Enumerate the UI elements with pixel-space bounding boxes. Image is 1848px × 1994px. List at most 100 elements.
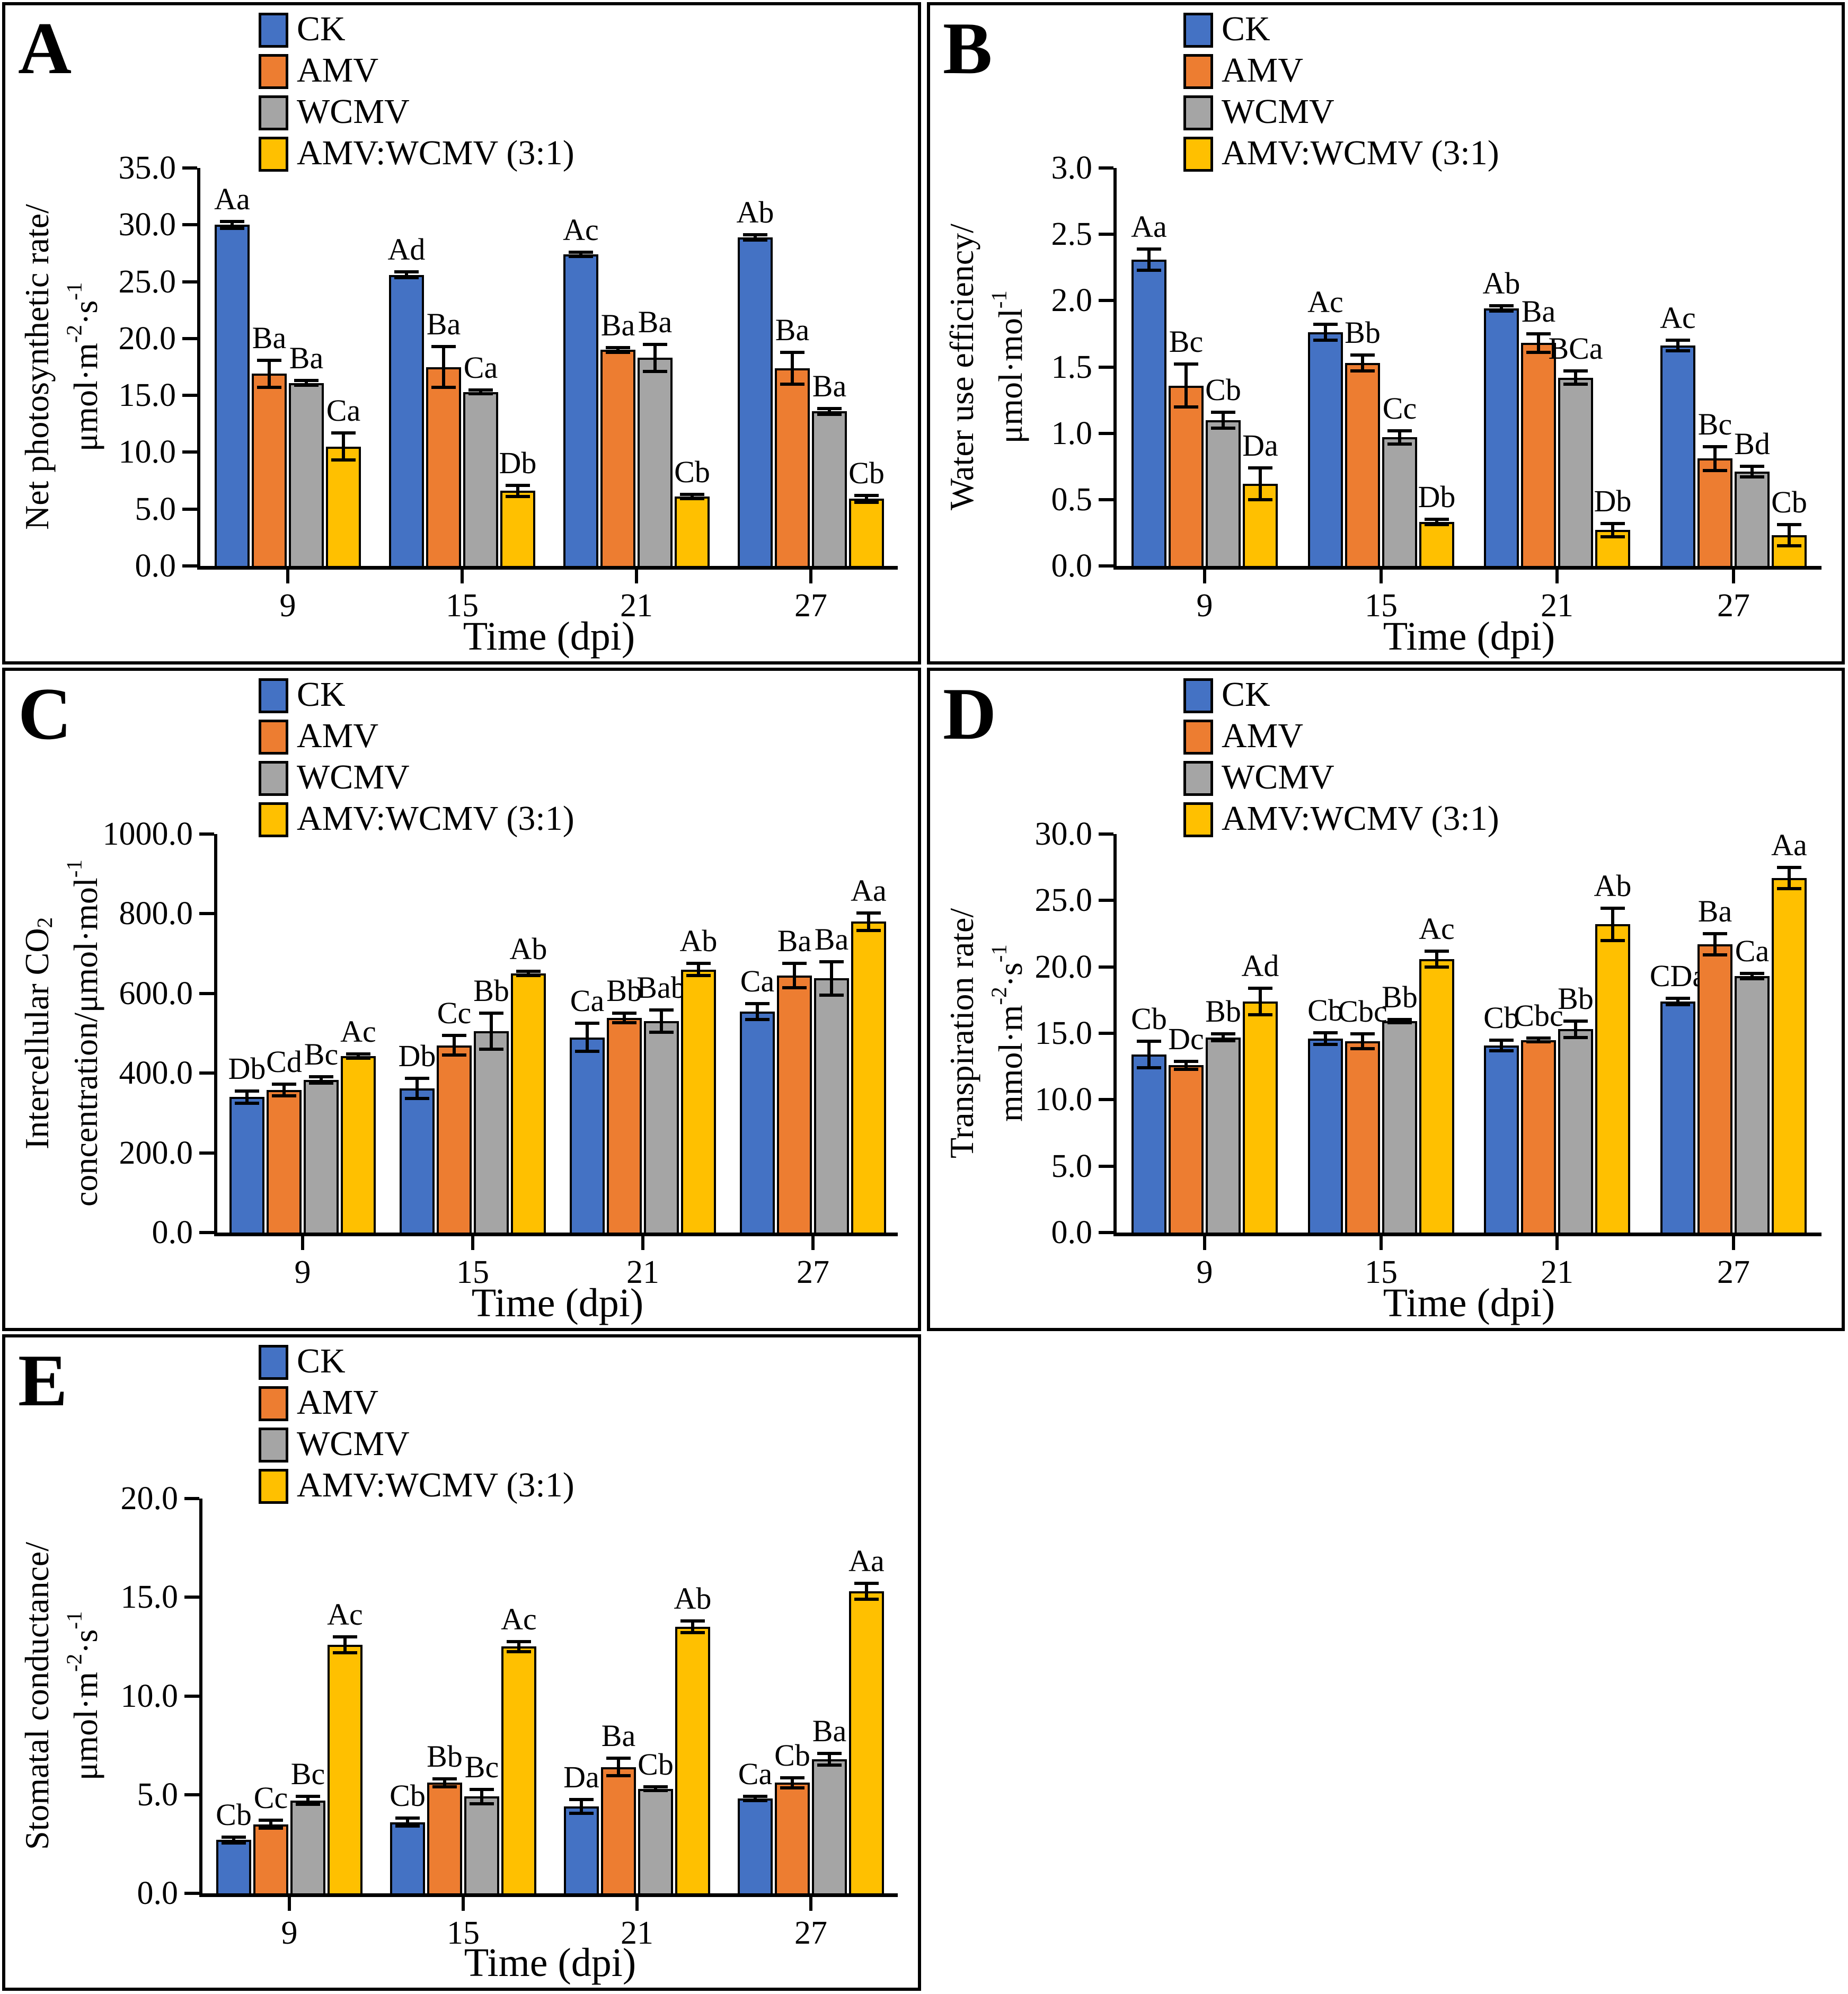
- significance-label: Ba: [812, 1714, 847, 1748]
- error-bar-cap-bottom: [432, 1785, 457, 1788]
- significance-label: Cc: [1382, 391, 1417, 426]
- bar-E-21dpi-series1: [564, 1806, 599, 1895]
- y-tick: [1099, 498, 1113, 501]
- bar-E-15dpi-series2: [427, 1783, 462, 1895]
- error-bar-cap-top: [331, 431, 356, 435]
- error-bar-line: [616, 348, 620, 352]
- x-tick: [635, 570, 638, 583]
- x-tick-label: 21: [621, 1915, 653, 1951]
- error-bar-line: [1676, 998, 1679, 1005]
- y-tick-label: 5.0: [1051, 1148, 1093, 1184]
- significance-label: Aa: [848, 1544, 885, 1578]
- legend-item-label: WCMV: [297, 92, 410, 131]
- error-bar-cap-top: [272, 1083, 296, 1086]
- panel-letter-D: D: [943, 673, 997, 755]
- x-tick: [1555, 570, 1559, 583]
- error-bar-line: [691, 494, 694, 499]
- x-tick-label: 15: [447, 1915, 480, 1951]
- x-tick-label: 9: [1196, 1254, 1213, 1290]
- y-tick: [1099, 899, 1113, 902]
- bar-E-9dpi-series4: [328, 1645, 362, 1895]
- significance-label: Cd: [266, 1044, 302, 1079]
- bar-B-15dpi-series1: [1308, 332, 1343, 568]
- significance-label: Cb: [1307, 993, 1343, 1027]
- error-bar-cap-top: [1777, 866, 1801, 869]
- legend-item-label: CK: [297, 10, 346, 48]
- error-bar-cap-top: [606, 1757, 631, 1760]
- y-tick: [1099, 233, 1113, 236]
- bar-C-9dpi-series3: [304, 1080, 339, 1235]
- y-tick: [1099, 366, 1113, 369]
- error-bar-cap-top: [780, 1776, 804, 1779]
- y-tick-label: 30.0: [1034, 816, 1093, 852]
- significance-label: Ba: [426, 307, 461, 341]
- error-bar-cap-top: [649, 1008, 674, 1012]
- error-bar-line: [791, 1778, 794, 1788]
- x-axis-line: [214, 1233, 898, 1236]
- legend-swatch-icon: [1183, 137, 1213, 172]
- legend-swatch-icon: [1183, 95, 1213, 130]
- legend: CK AMV WCMV AMV:WCMV (3:1): [1183, 11, 1660, 180]
- x-tick-label: 21: [1541, 1254, 1573, 1290]
- y-axis-title-line: Net photosynthetic rate/: [18, 204, 56, 530]
- legend-item-ck: CK: [1183, 11, 1660, 48]
- legend-swatch-icon: [259, 137, 288, 172]
- legend-item-wcmv: WCMV: [259, 759, 736, 796]
- legend-item-label: AMV:WCMV (3:1): [1222, 799, 1499, 838]
- error-bar-line: [1259, 468, 1262, 500]
- bar-A-15dpi-series3: [463, 392, 498, 568]
- x-tick: [471, 1236, 474, 1250]
- error-bar-line: [1324, 324, 1327, 340]
- significance-label: Aa: [214, 182, 250, 216]
- error-bar-line: [617, 1758, 620, 1776]
- panel-C: C CK AMV WCMV AMV:WCMV (3:1) Intercellular CO…: [2, 668, 921, 1331]
- bar-C-15dpi-series4: [511, 973, 546, 1235]
- y-axis-title: Net photosynthetic rate/μmol·m-2·s-1: [13, 126, 117, 608]
- bar-E-21dpi-series2: [601, 1767, 636, 1895]
- bar-B-9dpi-series3: [1206, 420, 1241, 568]
- error-bar-cap-bottom: [680, 1631, 705, 1634]
- significance-label: Ab: [1482, 266, 1520, 300]
- error-bar-cap-bottom: [1387, 1021, 1412, 1024]
- error-bar-cap-bottom: [1425, 965, 1449, 969]
- bar-A-21dpi-series4: [675, 497, 710, 568]
- bar-A-15dpi-series2: [426, 367, 461, 568]
- x-tick-label: 21: [620, 588, 653, 624]
- legend-item-label: AMV: [1222, 716, 1304, 755]
- error-bar-cap-top: [479, 1012, 503, 1015]
- error-bar-cap-bottom: [1740, 977, 1764, 980]
- error-bar-line: [580, 1800, 583, 1813]
- y-tick: [182, 450, 197, 454]
- significance-label: Cc: [437, 996, 472, 1030]
- x-axis-title: Time (dpi): [1383, 1281, 1555, 1325]
- error-bar-cap-bottom: [1526, 351, 1551, 354]
- bar-D-27dpi-series3: [1735, 976, 1770, 1235]
- significance-label: Ba: [814, 922, 849, 956]
- error-bar-cap-top: [296, 1795, 320, 1798]
- y-tick-label: 3.0: [1051, 150, 1093, 186]
- error-bar-cap-top: [612, 1012, 636, 1015]
- legend-swatch-icon: [259, 720, 288, 755]
- x-tick-label: 27: [1717, 588, 1750, 624]
- error-bar-cap-bottom: [606, 1774, 631, 1777]
- y-tick: [182, 508, 197, 511]
- error-bar-line: [653, 344, 657, 371]
- error-bar-line: [756, 1004, 759, 1020]
- error-bar-line: [1147, 249, 1151, 270]
- legend-item-wcmv: WCMV: [1183, 759, 1660, 796]
- x-tick-label: 9: [279, 588, 296, 624]
- bar-C-15dpi-series3: [474, 1031, 509, 1235]
- x-tick: [301, 1236, 304, 1250]
- legend-item-amv: AMV: [1183, 717, 1660, 755]
- significance-label: Bb: [473, 973, 509, 1008]
- error-bar-cap-bottom: [1563, 1036, 1588, 1039]
- panel-A: A CK AMV WCMV AMV:WCMV (3:1) Net photosynthet…: [2, 2, 921, 664]
- error-bar-line: [579, 252, 582, 256]
- significance-label: Db: [1594, 484, 1632, 518]
- bar-D-27dpi-series4: [1772, 878, 1807, 1235]
- error-bar-cap-top: [1777, 523, 1801, 526]
- bar-D-9dpi-series1: [1131, 1054, 1166, 1235]
- error-bar-cap-bottom: [1601, 939, 1625, 942]
- legend-item-label: AMV: [297, 1383, 379, 1422]
